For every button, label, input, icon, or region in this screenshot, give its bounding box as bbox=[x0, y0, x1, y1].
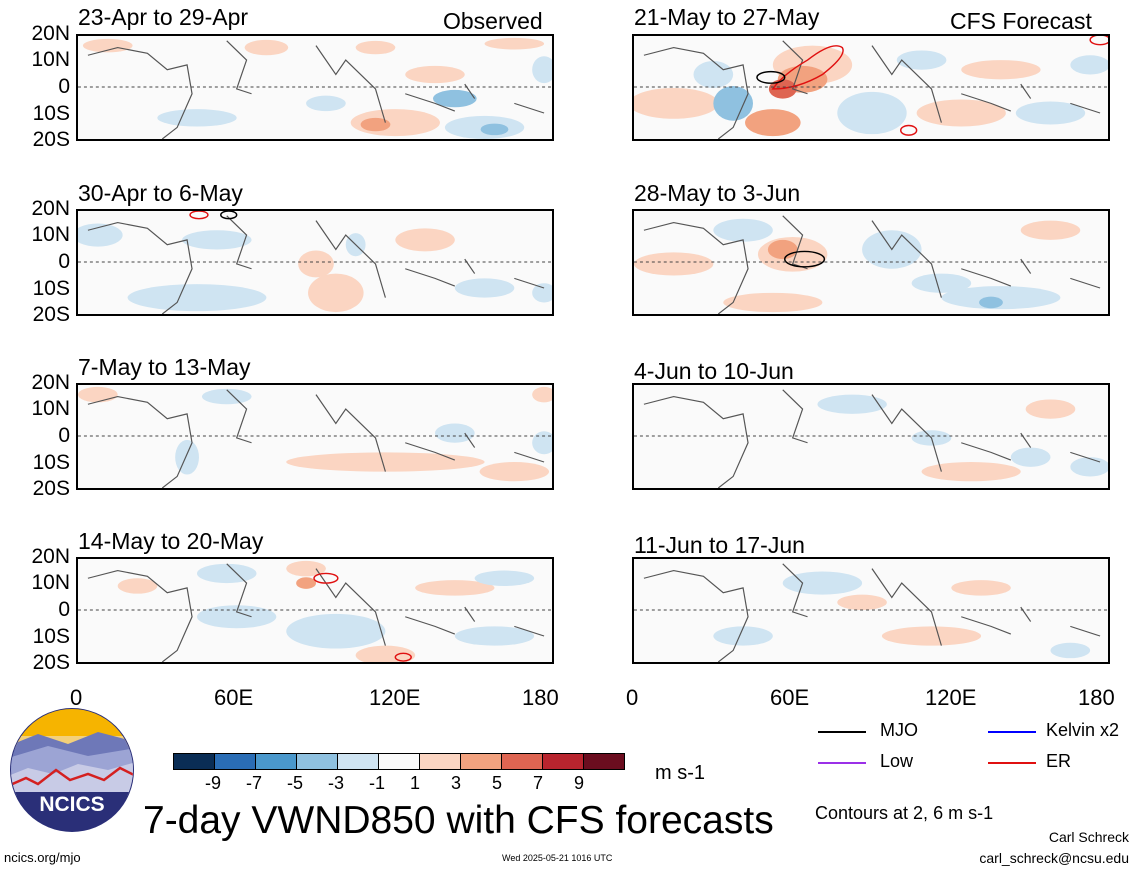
legend-swatch-low bbox=[818, 762, 866, 764]
colorbar-label: -7 bbox=[246, 773, 263, 793]
y-tick-label: 20N bbox=[31, 545, 70, 568]
map-panel-5 bbox=[632, 34, 1110, 141]
y-tick-label: 20S bbox=[32, 651, 70, 674]
map-panel-1 bbox=[76, 34, 554, 141]
legend-label: ER bbox=[1046, 751, 1072, 771]
x-tick-label: 120E bbox=[369, 685, 421, 710]
map-field bbox=[634, 36, 1108, 139]
colorbar-label: -5 bbox=[287, 773, 304, 793]
colorbar-swatch bbox=[173, 753, 215, 770]
y-tick-label: 10N bbox=[31, 223, 70, 246]
map-panel-8 bbox=[632, 557, 1110, 664]
colorbar-swatch bbox=[214, 753, 256, 770]
x-tick-label: 60E bbox=[214, 685, 254, 710]
y-tick-label: 20N bbox=[31, 22, 70, 45]
footer-timestamp: Wed 2025-05-21 1016 UTC bbox=[502, 853, 613, 863]
colorbar-swatch bbox=[542, 753, 584, 770]
x-tick-label: 180 bbox=[522, 685, 559, 710]
colorbar-swatch bbox=[296, 753, 338, 770]
y-tick-label: 10S bbox=[32, 451, 70, 474]
panel-title: 11-Jun to 17-Jun bbox=[634, 532, 805, 558]
map-panel-2 bbox=[76, 209, 554, 316]
y-tick-label: 0 bbox=[58, 75, 70, 98]
colorbar-label: -3 bbox=[328, 773, 345, 793]
legend-label: MJO bbox=[880, 720, 918, 740]
colorbar-label: 5 bbox=[492, 773, 503, 793]
colorbar-swatch bbox=[378, 753, 420, 770]
x-tick-label: 180 bbox=[1078, 685, 1115, 710]
map-panel-7 bbox=[632, 383, 1110, 490]
x-tick-label: 0 bbox=[626, 685, 639, 710]
y-tick-label: 10S bbox=[32, 625, 70, 648]
colorbar-label: -1 bbox=[369, 773, 386, 793]
colorbar-label: 3 bbox=[451, 773, 462, 793]
panel-title: 28-May to 3-Jun bbox=[634, 180, 801, 206]
contour-note: Contours at 2, 6 m s-1 bbox=[815, 803, 994, 823]
colorbar-label: 1 bbox=[410, 773, 421, 793]
colorbar-label: 7 bbox=[533, 773, 544, 793]
panel-corner-label: Observed bbox=[443, 8, 543, 34]
y-tick-label: 10N bbox=[31, 48, 70, 71]
credit-email[interactable]: carl_schreck@ncsu.edu bbox=[979, 850, 1129, 866]
legend-label: Low bbox=[880, 751, 914, 771]
map-field bbox=[634, 215, 1108, 314]
x-tick-label: 60E bbox=[770, 685, 810, 710]
logo-text: NCICS bbox=[39, 793, 104, 816]
y-tick-label: 10S bbox=[32, 277, 70, 300]
legend-label: Kelvin x2 bbox=[1046, 720, 1120, 740]
y-tick-label: 10N bbox=[31, 571, 70, 594]
y-tick-label: 0 bbox=[58, 598, 70, 621]
panel-title: 7-May to 13-May bbox=[78, 354, 251, 380]
ncics-logo: NCICS bbox=[8, 706, 136, 834]
colorbar-swatch bbox=[337, 753, 379, 770]
legend-swatch-mjo bbox=[818, 731, 866, 733]
map-field bbox=[78, 560, 552, 662]
y-tick-label: 0 bbox=[58, 250, 70, 273]
panel-title: 30-Apr to 6-May bbox=[78, 180, 243, 206]
panel-title: 21-May to 27-May bbox=[634, 4, 820, 30]
panel-corner-label: CFS Forecast bbox=[950, 8, 1092, 34]
map-panel-6 bbox=[632, 209, 1110, 316]
credit-name: Carl Schreck bbox=[1048, 829, 1129, 845]
y-tick-label: 20S bbox=[32, 303, 70, 326]
colorbar-label: -9 bbox=[205, 773, 222, 793]
colorbar-swatch bbox=[583, 753, 625, 770]
panel-title: 14-May to 20-May bbox=[78, 528, 264, 554]
y-tick-label: 20N bbox=[31, 371, 70, 394]
legend-swatch-er bbox=[988, 762, 1036, 764]
map-field bbox=[634, 389, 1108, 488]
y-tick-label: 0 bbox=[58, 424, 70, 447]
y-tick-label: 10N bbox=[31, 397, 70, 420]
colorbar-swatch bbox=[460, 753, 502, 770]
colorbar-swatch bbox=[419, 753, 461, 770]
y-tick-label: 20S bbox=[32, 128, 70, 151]
map-field bbox=[634, 563, 1108, 662]
colorbar-swatch bbox=[255, 753, 297, 770]
y-tick-label: 20N bbox=[31, 197, 70, 220]
footer-link[interactable]: ncics.org/mjo bbox=[4, 850, 81, 865]
x-tick-label: 0 bbox=[70, 685, 83, 710]
map-field bbox=[78, 37, 552, 139]
legend-swatch-kelvin bbox=[988, 731, 1036, 733]
map-panel-4 bbox=[76, 557, 554, 664]
colorbar-swatch bbox=[501, 753, 543, 770]
map-field bbox=[78, 211, 552, 314]
y-tick-label: 10S bbox=[32, 102, 70, 125]
map-field bbox=[78, 386, 552, 488]
map-panel-3 bbox=[76, 383, 554, 490]
x-tick-label: 120E bbox=[925, 685, 977, 710]
panel-title: 23-Apr to 29-Apr bbox=[78, 4, 249, 30]
y-tick-label: 20S bbox=[32, 477, 70, 500]
panel-title: 4-Jun to 10-Jun bbox=[634, 358, 794, 384]
colorbar-units: m s-1 bbox=[655, 762, 705, 784]
main-title: 7-day VWND850 with CFS forecasts bbox=[143, 799, 774, 842]
colorbar-label: 9 bbox=[574, 773, 585, 793]
